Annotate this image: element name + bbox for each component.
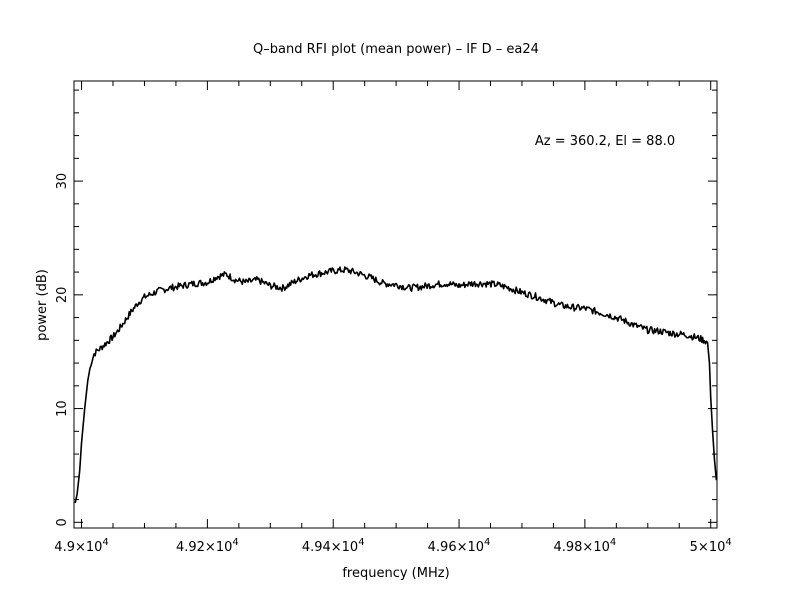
chart-title: Q–band RFI plot (mean power) – IF D – ea… [253, 42, 539, 57]
x-tick-label-exponent: 4 [358, 537, 364, 548]
x-tick-label: 4.96×104 [428, 537, 491, 555]
x-tick-label-base: 4.92×10 [176, 540, 232, 555]
x-tick-label: 5×104 [690, 537, 732, 555]
x-tick-label: 4.94×104 [302, 537, 365, 555]
x-tick-label-base: 4.94×10 [302, 540, 358, 555]
x-tick-label-base: 4.98×10 [553, 540, 609, 555]
x-tick-label: 4.92×104 [176, 537, 239, 555]
x-axis-label: frequency (MHz) [342, 566, 449, 581]
x-tick-label-exponent: 4 [484, 537, 490, 548]
axis-ticks [74, 81, 717, 528]
plot-frame [73, 80, 718, 529]
x-tick-label-exponent: 4 [102, 537, 108, 548]
y-tick-label: 10 [55, 400, 70, 417]
x-tick-label: 4.9×104 [54, 537, 108, 555]
x-tick-label-exponent: 4 [232, 537, 238, 548]
az-el-annotation: Az = 360.2, El = 88.0 [535, 134, 675, 149]
y-tick-label: 0 [55, 518, 70, 526]
y-tick-label: 20 [55, 287, 70, 304]
y-tick-labels: 0 10 20 30 [55, 173, 70, 527]
x-tick-labels: 4.9×104 4.92×104 4.94×104 4.96×104 4.98×104 5… [54, 537, 731, 555]
x-tick-label-exponent: 4 [610, 537, 616, 548]
y-tick-label: 30 [55, 173, 70, 190]
x-tick-label-base: 5×10 [690, 540, 726, 555]
series-line [74, 266, 718, 504]
x-tick-label-base: 4.96×10 [428, 540, 484, 555]
x-tick-label-exponent: 4 [725, 537, 731, 548]
y-axis-label: power (dB) [35, 269, 50, 341]
x-tick-label: 4.98×104 [553, 537, 616, 555]
x-tick-label-base: 4.9×10 [54, 540, 102, 555]
